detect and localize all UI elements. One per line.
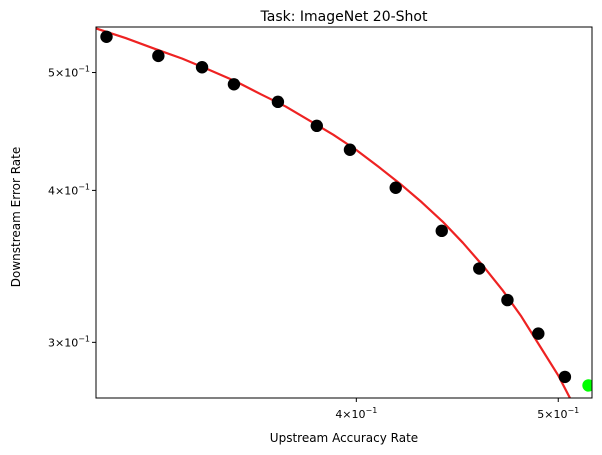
highlighted-point (582, 379, 592, 392)
data-point (227, 78, 241, 91)
y-tick-label: 3×10−1 (48, 334, 90, 349)
data-point (100, 30, 113, 43)
x-tick-label: 4×10−1 (335, 406, 377, 421)
points-layer (100, 30, 592, 392)
data-point (389, 181, 402, 194)
data-point (271, 95, 285, 109)
y-axis-label: Downstream Error Rate (9, 147, 23, 287)
data-point (343, 143, 357, 156)
data-point (532, 327, 545, 340)
plot-area (96, 27, 592, 398)
data-point (195, 61, 209, 74)
x-axis-label: Upstream Accuracy Rate (270, 431, 418, 445)
data-point (152, 49, 165, 63)
y-tick-label: 4×10−1 (48, 182, 90, 197)
x-axis-ticks: 4×10−1 5×10−1 (335, 398, 579, 421)
data-point (473, 262, 486, 275)
data-point (501, 293, 514, 307)
y-axis-ticks: 3×10−1 4×10−1 5×10−1 (48, 65, 96, 349)
data-point (310, 119, 323, 133)
y-tick-label: 5×10−1 (48, 65, 90, 80)
data-point (435, 224, 448, 238)
plot-frame (95, 26, 593, 399)
x-tick-label: 5×10−1 (537, 406, 579, 421)
data-point (558, 370, 572, 384)
chart-title: Task: ImageNet 20-Shot (260, 9, 428, 25)
